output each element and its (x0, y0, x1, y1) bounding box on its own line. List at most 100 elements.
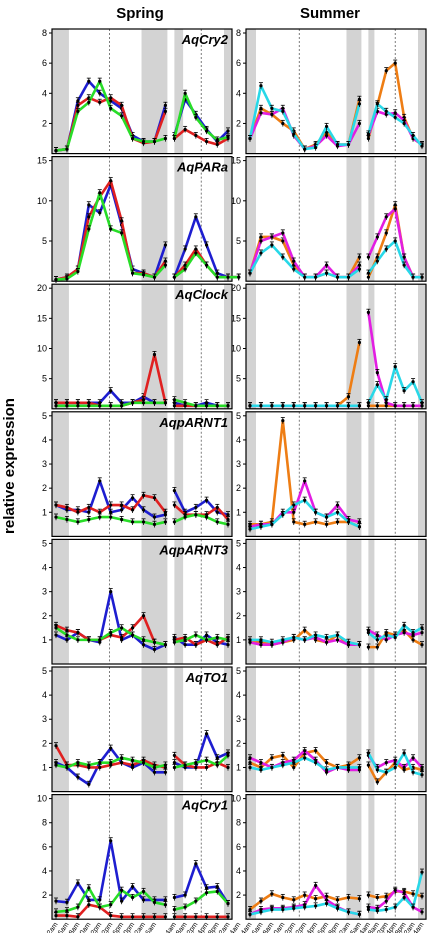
data-point (109, 510, 113, 514)
data-point (270, 756, 274, 760)
y-tick-label: 15 (231, 156, 241, 166)
data-point (194, 133, 198, 138)
data-point (411, 892, 415, 896)
data-point (375, 895, 379, 900)
data-point (172, 895, 176, 900)
data-point (292, 520, 296, 524)
data-point (248, 912, 252, 916)
data-point (152, 275, 157, 279)
data-point (420, 870, 424, 874)
data-point (130, 895, 135, 900)
data-point (87, 79, 91, 83)
segment-gap (169, 284, 171, 409)
data-point (248, 756, 252, 760)
data-point (141, 493, 146, 497)
series-line (174, 633, 229, 644)
data-point (172, 907, 176, 912)
night-band (246, 156, 256, 282)
data-point (172, 488, 176, 493)
data-point (281, 109, 285, 113)
data-point (393, 207, 397, 211)
panel-AqpARNT1-spring: 1 2 3 4 5 AqpARNT1 (42, 411, 233, 537)
panel-frame (51, 28, 233, 155)
data-point (281, 513, 285, 517)
data-point (346, 404, 351, 408)
data-point (87, 510, 91, 514)
night-band (418, 284, 426, 409)
data-point (248, 765, 252, 770)
data-point (226, 129, 230, 133)
data-point (314, 275, 318, 279)
data-point (87, 763, 91, 767)
data-point (163, 103, 167, 107)
data-point (420, 401, 424, 405)
data-point (248, 271, 252, 275)
data-point (270, 640, 274, 644)
data-point (54, 626, 58, 630)
data-point (248, 136, 252, 141)
data-point (98, 211, 102, 215)
data-point (420, 631, 424, 635)
data-point (248, 527, 252, 531)
data-point (366, 751, 370, 755)
data-point (226, 643, 230, 647)
x-tick-label: day4 4am (155, 921, 178, 933)
segment-gap (169, 667, 171, 792)
night-band (174, 539, 184, 664)
y-tick-label: 2 (236, 483, 241, 493)
data-point (215, 643, 219, 647)
data-point (120, 888, 124, 892)
data-point (215, 520, 219, 524)
y-tick-label: 2 (42, 738, 47, 748)
y-tick-label: 5 (42, 374, 47, 384)
y-tick-label: 5 (236, 236, 241, 246)
panel-AqCry1-summer: 2468104am6am8am10am12pm2pm4pm6pm8pmDay2 … (231, 794, 427, 938)
data-point (248, 638, 252, 642)
data-point (259, 910, 263, 914)
data-point (120, 915, 124, 919)
night-band (368, 156, 375, 282)
data-point (215, 885, 219, 889)
data-point (204, 263, 209, 267)
data-point (194, 251, 198, 255)
data-point (183, 893, 187, 897)
data-point (375, 768, 379, 772)
data-point (98, 79, 102, 83)
data-point (130, 763, 135, 767)
data-point (141, 401, 146, 405)
data-point (172, 915, 176, 919)
data-point (163, 136, 167, 141)
data-point (292, 765, 296, 770)
data-point (411, 631, 415, 635)
y-tick-label: 10 (231, 344, 241, 354)
data-point (141, 915, 146, 919)
data-point (215, 505, 219, 510)
y-tick-label: 8 (236, 28, 241, 38)
y-tick-label: 15 (37, 156, 47, 166)
data-point (292, 635, 296, 640)
data-point (402, 121, 406, 126)
panel-AqCry2-spring: 2 4 6 8 AqCry2 (42, 28, 233, 155)
y-tick-label: 3 (42, 714, 47, 724)
y-tick-label: 2 (42, 118, 47, 128)
data-point (357, 643, 361, 647)
panel-AqTO1-summer: 1 2 3 4 5 (236, 666, 427, 793)
data-point (183, 247, 187, 251)
data-point (54, 277, 58, 282)
data-point (54, 633, 58, 637)
gene-label: AqpARNT3 (158, 542, 228, 557)
series-line (173, 489, 229, 516)
data-point (314, 145, 318, 150)
panel-AqpARNT3-spring: 1 2 3 4 5 AqpARNT3 (42, 538, 233, 665)
data-point (172, 520, 176, 524)
data-point (402, 631, 406, 635)
data-point (204, 891, 209, 895)
data-point (141, 614, 146, 618)
y-tick-label: 5 (42, 538, 47, 548)
data-point (335, 142, 340, 147)
data-point (375, 633, 379, 637)
night-band (174, 156, 184, 282)
data-point (152, 496, 157, 500)
y-tick-label: 1 (42, 507, 47, 517)
data-point (65, 404, 69, 408)
